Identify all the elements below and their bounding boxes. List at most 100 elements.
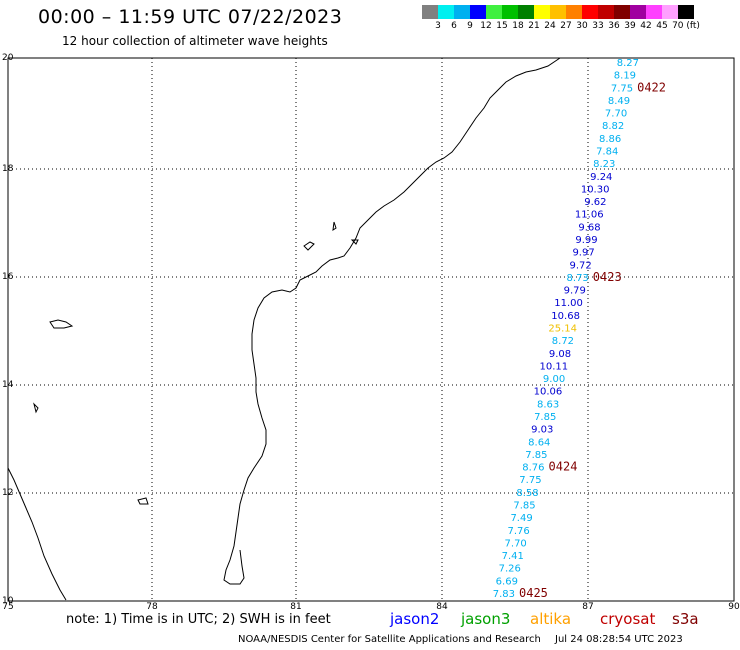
legend-swatch [502,5,518,19]
legend-swatch [486,5,502,19]
island [350,239,359,245]
legend-swatch [614,5,630,19]
swh-value: 7.76 [507,526,529,537]
satellite-altika: altika [530,610,572,628]
swh-value: 7.83 [493,589,515,600]
swh-value: 9.03 [531,425,553,436]
legend-label: 9 [467,21,473,31]
swh-value: 8.19 [614,71,636,82]
legend-label: 27 [560,21,572,31]
legend-swatch [438,5,454,19]
india-east-coast [223,57,561,585]
longitude-label: 87 [582,602,594,612]
swh-value: 25.14 [548,324,577,335]
legend-swatch [598,5,614,19]
swh-value: 7.26 [499,564,521,575]
island [33,402,39,414]
legend-swatch [566,5,582,19]
swh-value: 8.23 [593,159,615,170]
swh-value: 9.97 [572,248,594,259]
swh-value: 10.11 [540,361,569,372]
latitude-label: 14 [2,380,14,390]
legend-swatch [470,5,486,19]
swh-value: 8.86 [599,134,621,145]
legend-label: 15 [496,21,508,31]
latitude-label: 10 [2,596,14,606]
swh-value: 6.69 [496,576,518,587]
legend-label: 6 [451,21,457,31]
swh-value: 7.70 [505,538,527,549]
longitude-label: 78 [146,602,158,612]
swh-value: 10.68 [551,311,580,322]
legend-label: 3 [435,21,441,31]
legend-label: 39 [624,21,636,31]
island [332,221,337,232]
swh-value: 7.75 [611,83,633,94]
satellite-s3a: s3a [672,610,699,628]
swh-value: 8.64 [528,437,550,448]
swh-value: 8.49 [608,96,630,107]
swh-value: 9.79 [564,286,586,297]
swh-value: 9.72 [569,260,591,271]
swh-value: 7.70 [605,109,627,120]
pass-label: 0423 [593,270,622,284]
latitude-label: 20 [2,53,14,63]
legend-swatch [630,5,646,19]
sri-lanka-west-coast [7,467,67,601]
latitude-label: 12 [2,488,14,498]
swh-value: 10.30 [581,184,610,195]
swh-value: 7.75 [519,475,541,486]
swh-value: 8.76 [522,463,544,474]
latitude-label: 16 [2,272,14,282]
legend-label: 70 (ft) [672,21,700,31]
swh-value: 7.49 [510,513,532,524]
legend-label: 42 [640,21,652,31]
coastline [7,57,561,601]
longitude-label: 81 [290,602,302,612]
legend-label: 45 [656,21,668,31]
swh-value: 7.85 [534,412,556,423]
swh-value: 8.58 [516,488,538,499]
satellite-jason3: jason3 [461,610,511,628]
legend-swatch [518,5,534,19]
legend-swatch [454,5,470,19]
legend-swatch [422,5,438,19]
swh-value: 8.72 [552,336,574,347]
legend-swatch [582,5,598,19]
latitude-label: 18 [2,164,14,174]
legend-labels: 3 6 9 12 15 18 21 24 27 30 33 36 39 42 45 70 (ft) [422,19,740,33]
legend-label: 21 [528,21,540,31]
island [49,319,74,329]
swh-value: 7.41 [502,551,524,562]
legend-swatch [534,5,550,19]
legend-swatch [646,5,662,19]
swh-value: 7.85 [513,501,535,512]
legend-label: 33 [592,21,604,31]
legend-label: 30 [576,21,588,31]
swh-value: 9.62 [584,197,606,208]
swh-value: 8.82 [602,121,624,132]
swh-value: 9.68 [578,222,600,233]
swh-value: 9.99 [575,235,597,246]
legend-label: 24 [544,21,556,31]
page-title: 00:00 – 11:59 UTC 07/22/2023 [38,6,343,28]
swh-value: 8.73 [567,273,589,284]
pass-label: 0424 [549,460,578,474]
longitude-label: 90 [728,602,740,612]
legend-swatch [678,5,694,19]
swh-value: 11.06 [575,210,604,221]
swh-value: 9.00 [543,374,565,385]
legend-swatch [550,5,566,19]
footer-note: note: 1) Time is in UTC; 2) SWH is in fe… [66,612,331,627]
color-legend: 3 6 9 12 15 18 21 24 27 30 33 36 39 42 45 70 (ft) [422,5,740,33]
credit-text: NOAA/NESDIS Center for Satellite Applica… [238,634,541,645]
pass-label: 0425 [519,586,548,600]
legend-label: 18 [512,21,524,31]
timestamp-text: Jul 24 08:28:54 UTC 2023 [555,634,683,645]
page-subtitle: 12 hour collection of altimeter wave hei… [62,34,328,48]
satellite-jason2: jason2 [390,610,440,628]
swh-value: 7.85 [525,450,547,461]
swh-value: 8.63 [537,399,559,410]
